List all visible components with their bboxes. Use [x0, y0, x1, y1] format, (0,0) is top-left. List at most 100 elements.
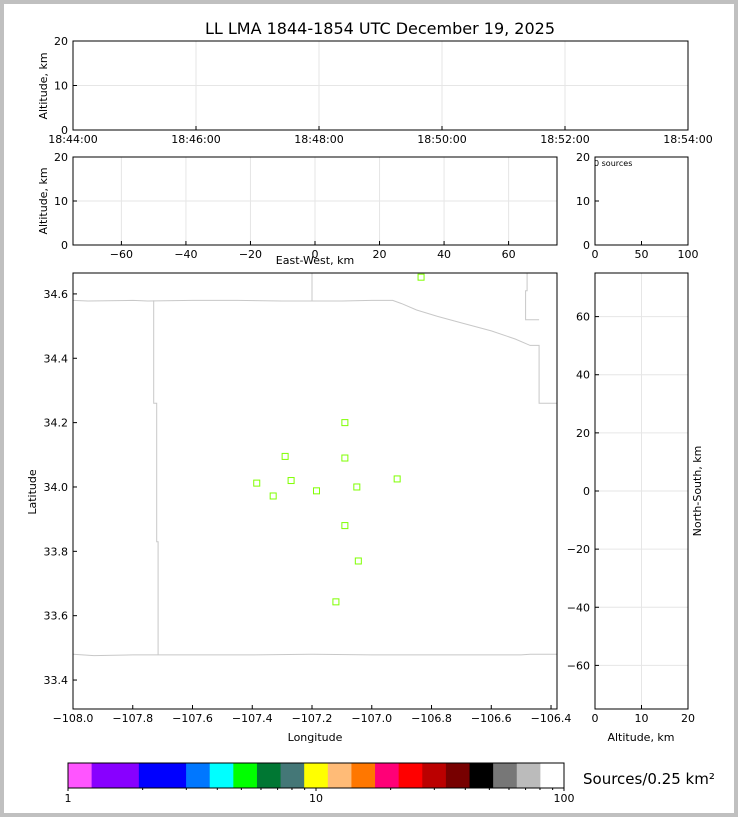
altitude-axis-tick-label: 10	[54, 195, 68, 208]
east-west-height-grid	[73, 157, 557, 245]
colorbar-cell	[516, 763, 541, 788]
colorbar-cell	[256, 763, 282, 788]
source-count-axis-tick-label: 0	[592, 248, 599, 261]
colorbar: 1 10 100 Sources/0.25 km²	[65, 762, 715, 805]
east-west-axis-tick-label: 40	[437, 248, 451, 261]
colorbar-cell	[280, 763, 305, 788]
east-west-axis-tick-label: 20	[373, 248, 387, 261]
colorbar-ticks: 1 10 100	[65, 788, 575, 805]
colorbar-cell	[304, 763, 329, 788]
figure-canvas	[4, 4, 734, 813]
colorbar-cell	[493, 763, 518, 788]
colorbar-cell	[375, 763, 400, 788]
source-count-axis-tick-label: 100	[678, 248, 699, 261]
north-south-axis-tick-label: −20	[567, 543, 590, 556]
altitude-axis-tick-label: 0	[583, 239, 590, 252]
station-marker	[354, 557, 362, 565]
figure-title: LL LMA 1844-1854 UTC December 19, 2025	[205, 19, 555, 38]
latitude-axis-tick-label: 33.8	[44, 545, 69, 558]
time-height-ticks: 18:44:00 18:46:00 18:48:00 18:50:00 18:52:00…	[48, 35, 712, 146]
north-south-axis-tick-label: 0	[583, 485, 590, 498]
north-south-axis-tick-label: 60	[576, 311, 590, 324]
north-south-height-ylabel: North-South, km	[691, 446, 704, 537]
station-markers	[253, 273, 425, 606]
plan-view-axes	[72, 272, 558, 710]
plan-view-ticks: −108.0 −107.8 −107.6 −107.4 −107.2 −107.0 −106…	[44, 288, 572, 725]
altitude-axis-tick-label: 20	[576, 151, 590, 164]
colorbar-cell	[398, 763, 423, 788]
latitude-axis-tick-label: 34.2	[44, 417, 69, 430]
source-count-annotation: 0 sources	[594, 159, 632, 168]
longitude-axis-tick-label: −106.4	[531, 712, 572, 725]
altitude-axis-tick-label: 0	[61, 124, 68, 137]
east-west-axis-tick-label: −40	[174, 248, 197, 261]
colorbar-cell	[68, 763, 93, 788]
altitude-axis-tick-label: 10	[635, 712, 649, 725]
time-axis-tick-label: 18:48:00	[294, 133, 343, 146]
county-boundaries	[72, 273, 557, 657]
colorbar-cell	[91, 763, 116, 788]
colorbar-tick-label: 1	[65, 792, 72, 805]
east-west-height-xlabel: East-West, km	[276, 254, 354, 267]
longitude-axis-tick-label: −106.6	[471, 712, 512, 725]
latitude-axis-tick-label: 34.6	[44, 288, 69, 301]
station-marker	[281, 452, 289, 460]
longitude-axis-tick-label: −107.4	[232, 712, 273, 725]
colorbar-cells	[68, 763, 565, 788]
station-marker	[332, 598, 340, 606]
time-height-ylabel: Altitude, km	[37, 52, 50, 119]
colorbar-cell	[162, 763, 187, 788]
latitude-axis-tick-label: 34.0	[44, 481, 69, 494]
longitude-axis-tick-label: −107.2	[292, 712, 333, 725]
plan-view-ylabel: Latitude	[26, 469, 39, 515]
colorbar-cell	[115, 763, 140, 788]
source-count-axis-tick-label: 50	[635, 248, 649, 261]
colorbar-cell	[138, 763, 163, 788]
longitude-axis-tick-label: −106.8	[411, 712, 452, 725]
north-south-height-grid	[595, 273, 688, 709]
colorbar-cell	[351, 763, 376, 788]
altitude-axis-tick-label: 0	[592, 712, 599, 725]
longitude-axis-tick-label: −107.6	[172, 712, 213, 725]
altitude-axis-tick-label: 20	[54, 35, 68, 48]
north-south-height-xlabel: Altitude, km	[607, 731, 674, 744]
time-height-grid	[73, 41, 688, 130]
colorbar-cell	[422, 763, 447, 788]
east-west-height-panel: −60 −40 −20 0 20 40 60 0 10 20 Altitude, km East-…	[37, 151, 558, 267]
time-axis-tick-label: 18:46:00	[171, 133, 220, 146]
station-marker	[417, 273, 425, 281]
colorbar-cell	[233, 763, 258, 788]
east-west-axis-tick-label: 0	[312, 248, 319, 261]
east-west-axis-tick-label: −20	[239, 248, 262, 261]
latitude-axis-tick-label: 33.6	[44, 610, 69, 623]
altitude-axis-tick-label: 10	[54, 80, 68, 93]
station-marker	[341, 419, 349, 427]
plan-view-xlabel: Longitude	[288, 731, 343, 744]
north-south-axis-tick-label: 20	[576, 427, 590, 440]
colorbar-cell	[209, 763, 234, 788]
colorbar-cell	[445, 763, 471, 788]
altitude-axis-tick-label: 20	[681, 712, 695, 725]
source-histogram-axes	[594, 156, 689, 246]
north-south-axis-tick-label: −40	[567, 601, 590, 614]
source-histogram-ticks: 0 50 100 0 10 20	[576, 151, 699, 261]
north-south-height-panel: 0 10 20 −60 −40 −20 0 20 40 60 Altitude, km North…	[567, 272, 704, 744]
time-axis-tick-label: 18:50:00	[417, 133, 466, 146]
time-axis-tick-label: 18:44:00	[48, 133, 97, 146]
station-marker	[269, 492, 277, 500]
time-axis-tick-label: 18:52:00	[540, 133, 589, 146]
station-marker	[341, 454, 349, 462]
colorbar-cell	[186, 763, 211, 788]
east-west-axis-tick-label: −60	[110, 248, 133, 261]
plan-view-panel: −108.0 −107.8 −107.6 −107.4 −107.2 −107.0 −106…	[26, 272, 572, 744]
boundary-line	[72, 653, 557, 657]
station-marker	[393, 475, 401, 483]
longitude-axis-tick-label: −107.0	[351, 712, 392, 725]
source-histogram-panel: 0 50 100 0 10 20 0 sources	[576, 151, 699, 261]
boundary-line	[72, 299, 557, 404]
altitude-axis-tick-label: 0	[61, 239, 68, 252]
north-south-height-ticks: 0 10 20 −60 −40 −20 0 20 40 60	[567, 311, 695, 725]
latitude-axis-tick-label: 33.4	[44, 674, 69, 687]
colorbar-cell	[327, 763, 352, 788]
altitude-axis-tick-label: 20	[54, 151, 68, 164]
